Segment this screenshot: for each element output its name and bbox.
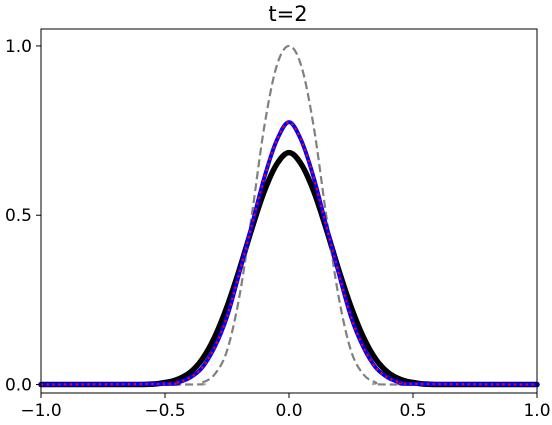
series-line-gray-dashed <box>41 44 537 386</box>
plot-frame <box>40 28 538 394</box>
x-tick-label: −0.5 <box>144 401 185 421</box>
x-axis: −1.0 −0.5 0.0 0.5 1.0 <box>20 393 551 421</box>
x-tick-label: 1.0 <box>523 401 550 421</box>
y-axis: 0.0 0.5 1.0 <box>5 37 41 396</box>
x-tick-label: −1.0 <box>20 401 61 421</box>
y-tick-label: 0.5 <box>5 206 32 226</box>
series-layer <box>38 44 540 388</box>
x-tick-label: 0.5 <box>399 401 426 421</box>
x-tick-label: 0.0 <box>275 401 302 421</box>
y-tick-label: 0.0 <box>5 376 32 396</box>
series-line-black <box>38 149 540 388</box>
chart-title: t=2 <box>268 2 307 26</box>
series-line-blue <box>39 120 539 387</box>
series-line-red-dotted <box>40 121 538 386</box>
y-tick-label: 1.0 <box>5 37 32 57</box>
